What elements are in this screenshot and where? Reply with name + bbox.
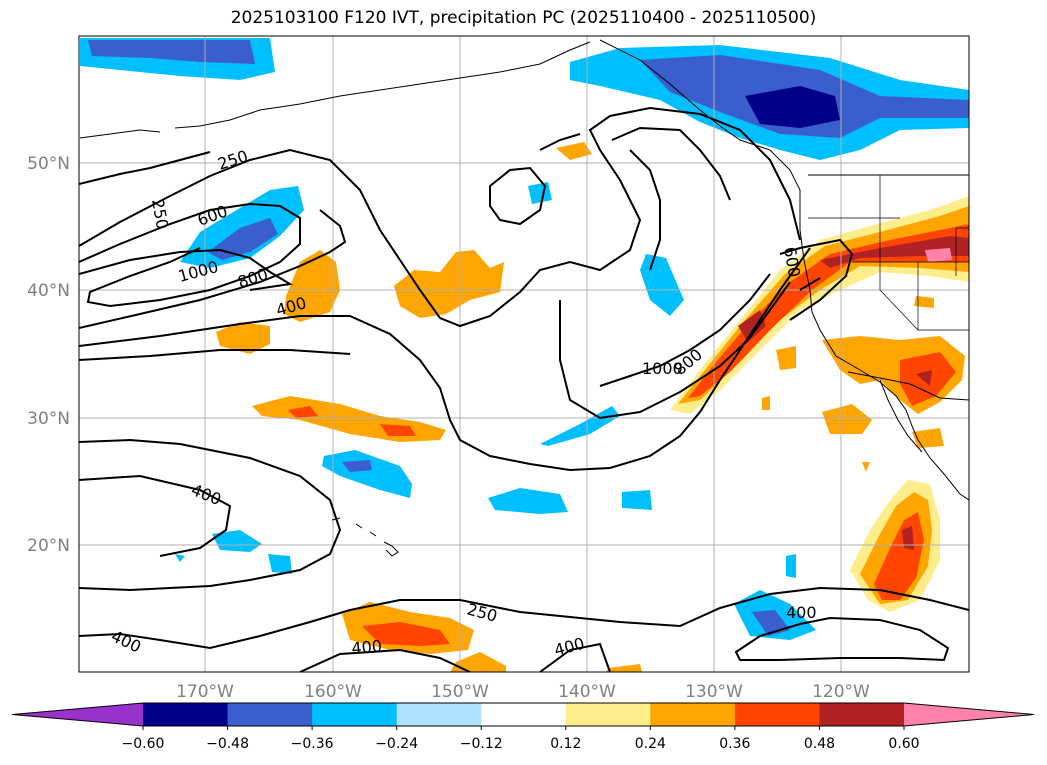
colorbar-extend-min (12, 703, 143, 726)
ivt-contours (79, 106, 969, 672)
colorbar-tick-label: −0.60 (122, 736, 165, 752)
contour-label: 400 (351, 636, 383, 658)
colorbar-segment (312, 703, 398, 726)
colorbar-segment (734, 703, 820, 726)
colorbar-tick-label: −0.24 (375, 736, 418, 752)
map-title: 2025103100 F120 IVT, precipitation PC (2… (230, 8, 817, 28)
lon-label: 130°W (685, 682, 743, 702)
contour-label: 400 (786, 603, 817, 622)
colorbar-segment (565, 703, 651, 726)
precip-shading (80, 38, 969, 672)
lat-label: 20°N (27, 536, 70, 556)
colorbar-segment (396, 703, 482, 726)
lat-label: 30°N (27, 409, 70, 429)
colorbar-tick-label: 0.36 (719, 736, 750, 752)
lat-labels: 50°N 40°N 30°N 20°N (27, 154, 70, 556)
lon-label: 170°W (176, 682, 234, 702)
lon-label: 160°W (304, 682, 362, 702)
colorbar-extend-max (904, 703, 1034, 726)
lat-lon-grid (79, 36, 969, 672)
lat-label: 50°N (27, 154, 70, 174)
colorbar-tick-label: −0.36 (291, 736, 334, 752)
colorbar-segment (227, 703, 313, 726)
colorbar-tick-label: 0.12 (550, 736, 581, 752)
contour-label: 1000 (642, 359, 683, 378)
lon-label: 140°W (558, 682, 616, 702)
colorbar-tick-label: 0.60 (888, 736, 919, 752)
colorbar-tick-label: 0.24 (635, 736, 666, 752)
colorbar-segment (143, 703, 229, 726)
lon-labels: 170°W 160°W 150°W 140°W 130°W 120°W (176, 682, 870, 702)
colorbar-tick-label: −0.48 (206, 736, 249, 752)
colorbar-segment (819, 703, 905, 726)
lon-label: 150°W (431, 682, 489, 702)
colorbar-tick-label: −0.12 (460, 736, 503, 752)
plot-frame (78, 35, 970, 673)
colorbar: −0.60 −0.48 −0.36 −0.24 −0.12 0.12 0.24 0.36 0.4… (11, 702, 1035, 752)
colorbar-segment (481, 703, 567, 726)
colorbar-tick-label: 0.48 (804, 736, 835, 752)
lat-label: 40°N (27, 281, 70, 301)
lon-label: 120°W (812, 682, 870, 702)
colorbar-segment (650, 703, 736, 726)
